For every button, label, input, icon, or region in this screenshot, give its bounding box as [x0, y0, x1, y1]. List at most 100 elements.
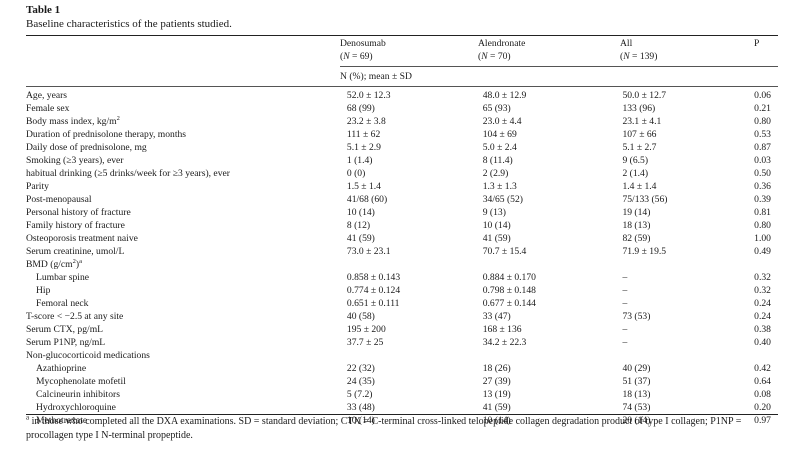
table-row: Age, years 52.0 ± 12.3 48.0 ± 12.9 50.0 ± 1… — [26, 89, 778, 102]
row-label: Calcineurin inhibitors — [36, 389, 120, 400]
table-row: Non-glucocorticoid medications — [26, 349, 778, 362]
cell-p: 0.03 — [754, 155, 771, 166]
header-row-n: (N = 69) (N = 70) (N = 139) — [26, 50, 778, 63]
footnote-text: in those who completed all the DXA exami… — [26, 416, 742, 441]
cell-all: 18 (13) — [622, 220, 651, 231]
row-label: Mycophenolate mofetil — [36, 376, 126, 387]
row-label: Age, years — [26, 90, 68, 101]
cell-denosumab: 0.858 ± 0.143 — [346, 272, 401, 283]
cell-alendronate: 10 (14) — [482, 415, 511, 426]
table-row: Duration of prednisolone therapy, months… — [26, 128, 778, 141]
cell-p: 0.36 — [754, 181, 771, 192]
cell-all: 18 (13) — [622, 389, 651, 400]
col-denosumab-n: (N = 69) — [340, 51, 373, 62]
cell-alendronate: 5.0 ± 2.4 — [482, 142, 517, 153]
row-label: Parity — [26, 181, 49, 192]
cell-alendronate: 1.3 ± 1.3 — [482, 181, 517, 192]
cell-denosumab: 37.7 ± 25 — [346, 337, 384, 348]
row-label: Daily dose of prednisolone, mg — [26, 142, 147, 153]
col-denosumab: Denosumab — [340, 38, 386, 49]
cell-p: 0.32 — [754, 272, 771, 283]
cell-denosumab: 5.1 ± 2.9 — [346, 142, 381, 153]
cell-denosumab: 41 (59) — [346, 233, 375, 244]
cell-denosumab: 1.5 ± 1.4 — [346, 181, 381, 192]
cell-denosumab: 68 (99) — [346, 103, 375, 114]
cell-alendronate: 13 (19) — [482, 389, 511, 400]
cell-all: – — [622, 285, 628, 296]
cell-p: 0.24 — [754, 311, 771, 322]
cell-denosumab: 73.0 ± 23.1 — [346, 246, 391, 257]
row-label: Serum CTX, pg/mL — [26, 324, 104, 335]
row-label: Family history of fracture — [26, 220, 125, 231]
cell-alendronate: 41 (59) — [482, 402, 511, 413]
cell-alendronate: 10 (14) — [482, 220, 511, 231]
baseline-table-body: Age, years 52.0 ± 12.3 48.0 ± 12.9 50.0 ± 1… — [26, 89, 778, 427]
row-label: Non-glucocorticoid medications — [26, 350, 150, 361]
header-bottom-rule — [26, 86, 778, 87]
table-row: Mycophenolate mofetil 24 (35) 27 (39) 51 (3… — [26, 375, 778, 388]
row-label: Duration of prednisolone therapy, months — [26, 129, 187, 140]
table-row: Family history of fracture 8 (12) 10 (14) 1… — [26, 219, 778, 232]
table-row: Methotrexate 10 (14) 10 (14) 20 (14) 0.97 — [26, 414, 778, 427]
cell-denosumab: 10 (14) — [346, 207, 375, 218]
cell-denosumab: 0.774 ± 0.124 — [346, 285, 401, 296]
cell-alendronate: 0.677 ± 0.144 — [482, 298, 536, 309]
cell-alendronate: 65 (93) — [482, 103, 511, 114]
row-label: Female sex — [26, 103, 70, 114]
cell-alendronate: 34.2 ± 22.3 — [482, 337, 527, 348]
table-row: Body mass index, kg/m2 23.2 ± 3.8 23.0 ± 4… — [26, 115, 778, 128]
cell-all — [622, 349, 754, 362]
cell-p — [754, 258, 778, 271]
cell-all: 71.9 ± 19.5 — [622, 246, 667, 257]
row-label: Serum P1NP, ng/mL — [26, 337, 106, 348]
cell-p: 0.08 — [754, 389, 771, 400]
table-row: habitual drinking (≥5 drinks/week for ≥3… — [26, 167, 778, 180]
cell-p: 0.97 — [754, 415, 771, 426]
cell-all: – — [622, 272, 628, 283]
cell-p: 0.50 — [754, 168, 771, 179]
cell-alendronate — [483, 258, 623, 271]
cell-denosumab: 33 (48) — [346, 402, 375, 413]
cell-p: 0.20 — [754, 402, 771, 413]
table-row: Calcineurin inhibitors 5 (7.2) 13 (19) 18 (… — [26, 388, 778, 401]
table-row: Femoral neck 0.651 ± 0.111 0.677 ± 0.144 – 0… — [26, 297, 778, 310]
cell-p — [754, 349, 778, 362]
cell-p: 0.32 — [754, 285, 771, 296]
cell-denosumab: 1 (1.4) — [346, 155, 373, 166]
col-p: P — [754, 38, 760, 49]
col-all: All — [620, 38, 633, 49]
cell-alendronate: 2 (2.9) — [482, 168, 509, 179]
cell-denosumab: 8 (12) — [346, 220, 371, 231]
col-alendronate: Alendronate — [478, 38, 526, 49]
cell-all: 1.4 ± 1.4 — [622, 181, 657, 192]
row-label: habitual drinking (≥5 drinks/week for ≥3… — [26, 168, 230, 179]
cell-p: 0.64 — [754, 376, 771, 387]
cell-all: 75/133 (56) — [622, 194, 668, 205]
header-row-names: Denosumab Alendronate All P — [26, 37, 778, 50]
table-title: Baseline characteristics of the patients… — [26, 18, 232, 30]
col-alendronate-n: (N = 70) — [478, 51, 511, 62]
table-row: Serum CTX, pg/mL 195 ± 200 168 ± 136 – 0.38 — [26, 323, 778, 336]
footnote-marker: a — [26, 413, 30, 422]
cell-all: 50.0 ± 12.7 — [622, 90, 667, 101]
cell-denosumab: 52.0 ± 12.3 — [346, 90, 391, 101]
cell-denosumab: 195 ± 200 — [346, 324, 386, 335]
cell-p: 0.42 — [754, 363, 771, 374]
cell-denosumab: 24 (35) — [346, 376, 375, 387]
cell-p: 0.53 — [754, 129, 771, 140]
row-label: T-score < −2.5 at any site — [26, 311, 124, 322]
row-label: Personal history of fracture — [26, 207, 131, 218]
row-label: Serum creatinine, umol/L — [26, 246, 125, 257]
row-label: Osteoporosis treatment naive — [26, 233, 138, 244]
cell-denosumab: 40 (58) — [346, 311, 375, 322]
cell-all — [622, 258, 754, 271]
cell-alendronate: 0.884 ± 0.170 — [482, 272, 536, 283]
units-label: N (%); mean ± SD — [340, 71, 412, 82]
cell-p: 0.49 — [754, 246, 771, 257]
table-row: Hip 0.774 ± 0.124 0.798 ± 0.148 – 0.32 — [26, 284, 778, 297]
cell-denosumab: 10 (14) — [346, 415, 375, 426]
cell-p: 0.80 — [754, 220, 771, 231]
cell-p: 0.06 — [754, 90, 771, 101]
cell-all: – — [622, 324, 628, 335]
row-label: Hydroxychloroquine — [36, 402, 116, 413]
